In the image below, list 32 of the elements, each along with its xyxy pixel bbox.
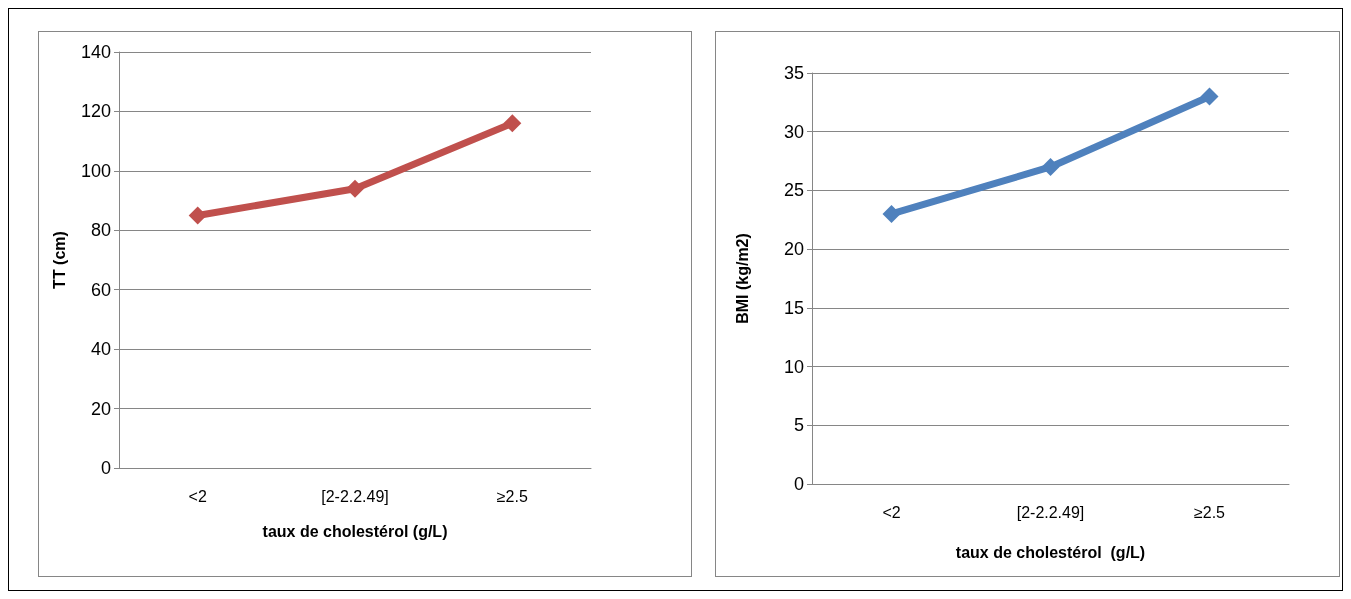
x-axis-title: taux de cholestérol (g/L)	[955, 543, 1146, 561]
y-tick-label: 0	[100, 458, 111, 478]
y-tick-label: 20	[783, 239, 804, 260]
x-axis-title: taux de cholestérol (g/L)	[262, 522, 448, 540]
point	[346, 179, 364, 198]
x-tick-label: [2-2.2.49]	[321, 487, 389, 505]
x-tick-label: ≥2.5	[496, 487, 528, 505]
y-tick-label: 120	[80, 101, 111, 122]
point	[1200, 87, 1219, 106]
point	[188, 206, 207, 225]
x-tick-label: <2	[882, 503, 901, 521]
y-tick-label: 100	[80, 160, 111, 181]
y-tick-label: 5	[793, 415, 804, 436]
point	[503, 114, 522, 133]
y-axis-title: TT (cm)	[50, 231, 68, 289]
y-axis-title: BMI (kg/m2)	[733, 233, 751, 324]
y-tick-label: 60	[90, 279, 111, 300]
point	[1041, 157, 1060, 176]
y-tick-label: 0	[793, 474, 804, 494]
y-tick-label: 80	[90, 220, 111, 241]
y-tick-label: 10	[783, 356, 804, 377]
x-tick-label: ≥2.5	[1193, 503, 1226, 521]
y-tick-label: 140	[80, 42, 111, 62]
x-tick-label: <2	[188, 487, 207, 505]
y-tick-label: 35	[783, 63, 804, 83]
y-tick-label: 40	[90, 339, 111, 360]
y-tick-label: 30	[783, 121, 804, 142]
point	[882, 204, 901, 223]
y-tick-label: 25	[783, 180, 804, 201]
y-tick-label: 20	[90, 398, 111, 419]
x-tick-label: [2-2.2.49]	[1016, 503, 1085, 521]
y-tick-label: 15	[783, 297, 804, 318]
